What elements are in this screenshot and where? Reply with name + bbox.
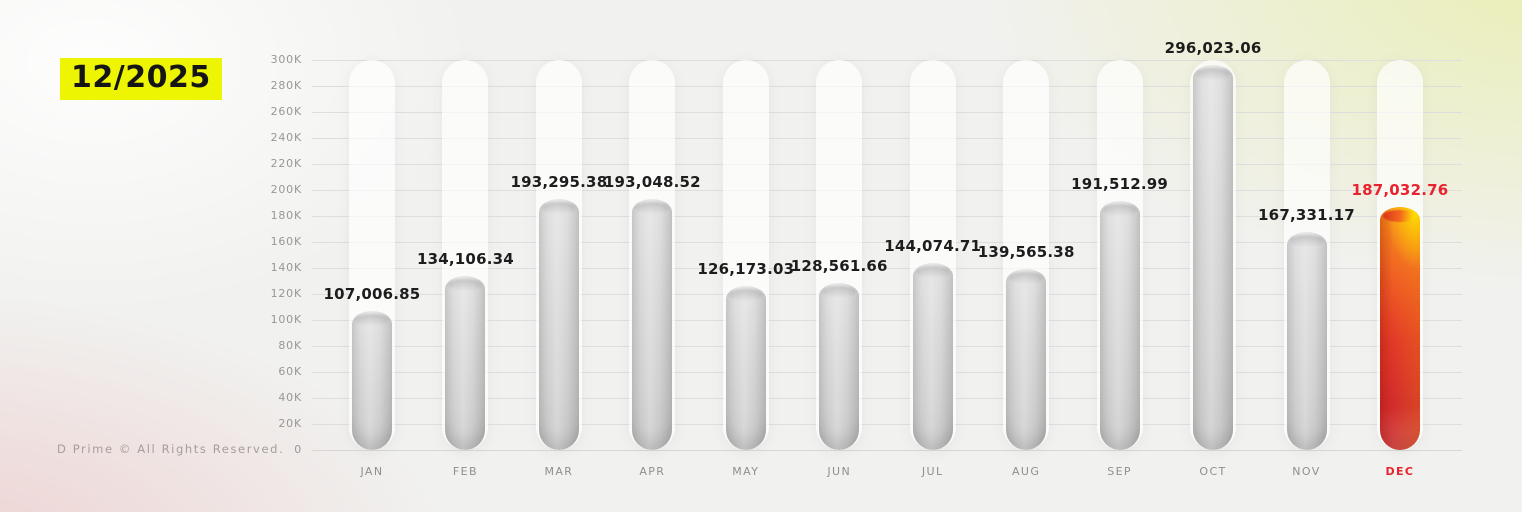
- month-label: NOV: [1292, 465, 1321, 478]
- y-axis-tick-label: 120K: [270, 287, 302, 300]
- gridline: [312, 450, 1462, 451]
- copyright-text: D Prime © All Rights Reserved.: [57, 442, 285, 456]
- gridline: [312, 60, 1462, 61]
- gridline: [312, 216, 1462, 217]
- y-axis-tick-label: 220K: [270, 157, 302, 170]
- y-axis-tick-label: 260K: [270, 105, 302, 118]
- bar-top-ellipse: [355, 313, 389, 326]
- month-label: DEC: [1385, 465, 1415, 478]
- y-axis-tick-label: 180K: [270, 209, 302, 222]
- bar-may[interactable]: [725, 285, 766, 450]
- bar-top-ellipse: [1102, 204, 1137, 217]
- bar-top-ellipse: [728, 288, 763, 301]
- bar-value-label: 193,048.52: [603, 173, 701, 192]
- bar-value-label: 144,074.71: [884, 236, 982, 255]
- bar-nov[interactable]: [1286, 232, 1327, 450]
- bar-value-label: 107,006.85: [323, 284, 421, 303]
- y-axis-tick-label: 20K: [278, 417, 302, 430]
- y-axis-tick-label: 80K: [278, 339, 302, 352]
- bar-mar[interactable]: [538, 198, 579, 450]
- gridline: [312, 190, 1462, 191]
- month-label: JAN: [360, 465, 384, 478]
- bar-jul[interactable]: [912, 262, 953, 450]
- bar-top-ellipse: [822, 285, 857, 298]
- bar-apr[interactable]: [632, 199, 673, 450]
- month-label: APR: [639, 465, 666, 478]
- gridline: [312, 242, 1462, 243]
- bar-top-ellipse: [915, 265, 950, 278]
- month-label: MAY: [732, 465, 760, 478]
- bar-top-ellipse: [1009, 271, 1044, 284]
- bar-jun[interactable]: [819, 282, 860, 450]
- bar-dec[interactable]: [1379, 206, 1420, 450]
- month-label: JUN: [827, 465, 852, 478]
- bar-aug[interactable]: [1006, 268, 1047, 450]
- y-axis-tick-label: 100K: [270, 313, 302, 326]
- gridline: [312, 372, 1462, 373]
- bar-value-label: 128,561.66: [790, 256, 888, 275]
- bar-feb[interactable]: [445, 275, 486, 450]
- y-axis-tick-label: 140K: [270, 261, 302, 274]
- y-axis-tick-label: 300K: [270, 53, 302, 66]
- bar-value-label: 134,106.34: [416, 249, 514, 268]
- bar-value-label: 126,173.03: [697, 259, 795, 278]
- bar-top-ellipse: [1382, 209, 1417, 222]
- y-axis-tick-label: 200K: [270, 183, 302, 196]
- gridline: [312, 138, 1462, 139]
- gridline: [312, 268, 1462, 269]
- bar-value-label: 139,565.38: [977, 242, 1075, 261]
- y-axis-tick-label: 280K: [270, 79, 302, 92]
- bar-value-label: 296,023.06: [1164, 39, 1262, 58]
- bar-top-ellipse: [541, 201, 576, 214]
- bar-value-label: 167,331.17: [1258, 206, 1355, 225]
- bar-top-ellipse: [1196, 68, 1231, 81]
- bar-top-ellipse: [1289, 235, 1324, 248]
- bar-top-ellipse: [635, 202, 670, 215]
- gridline: [312, 294, 1462, 295]
- period-badge: 12/2025: [60, 58, 222, 100]
- gridline: [312, 320, 1462, 321]
- gridline: [312, 164, 1462, 165]
- bar-value-label: 193,295.38: [510, 172, 608, 191]
- bar-oct[interactable]: [1193, 65, 1234, 450]
- bar-value-label: 187,032.76: [1351, 180, 1449, 199]
- gridline: [312, 424, 1462, 425]
- gridline: [312, 86, 1462, 87]
- bar-sep[interactable]: [1099, 201, 1140, 450]
- month-label: AUG: [1011, 465, 1041, 478]
- month-label: JUL: [921, 465, 944, 478]
- y-axis-tick-label: 160K: [270, 235, 302, 248]
- y-axis-tick-label: 40K: [278, 391, 302, 404]
- month-label: OCT: [1199, 465, 1227, 478]
- bar-top-ellipse: [448, 278, 483, 291]
- gridline: [312, 346, 1462, 347]
- month-label: MAR: [544, 465, 574, 478]
- y-axis-tick-label: 240K: [270, 131, 302, 144]
- y-axis-tick-label: 60K: [278, 365, 302, 378]
- gridline: [312, 112, 1462, 113]
- month-label: FEB: [452, 465, 478, 478]
- gridline: [312, 398, 1462, 399]
- y-axis-tick-label: 0: [294, 443, 302, 456]
- month-label: SEP: [1107, 465, 1132, 478]
- bar-value-label: 191,512.99: [1071, 175, 1169, 194]
- bar-jan[interactable]: [352, 310, 392, 450]
